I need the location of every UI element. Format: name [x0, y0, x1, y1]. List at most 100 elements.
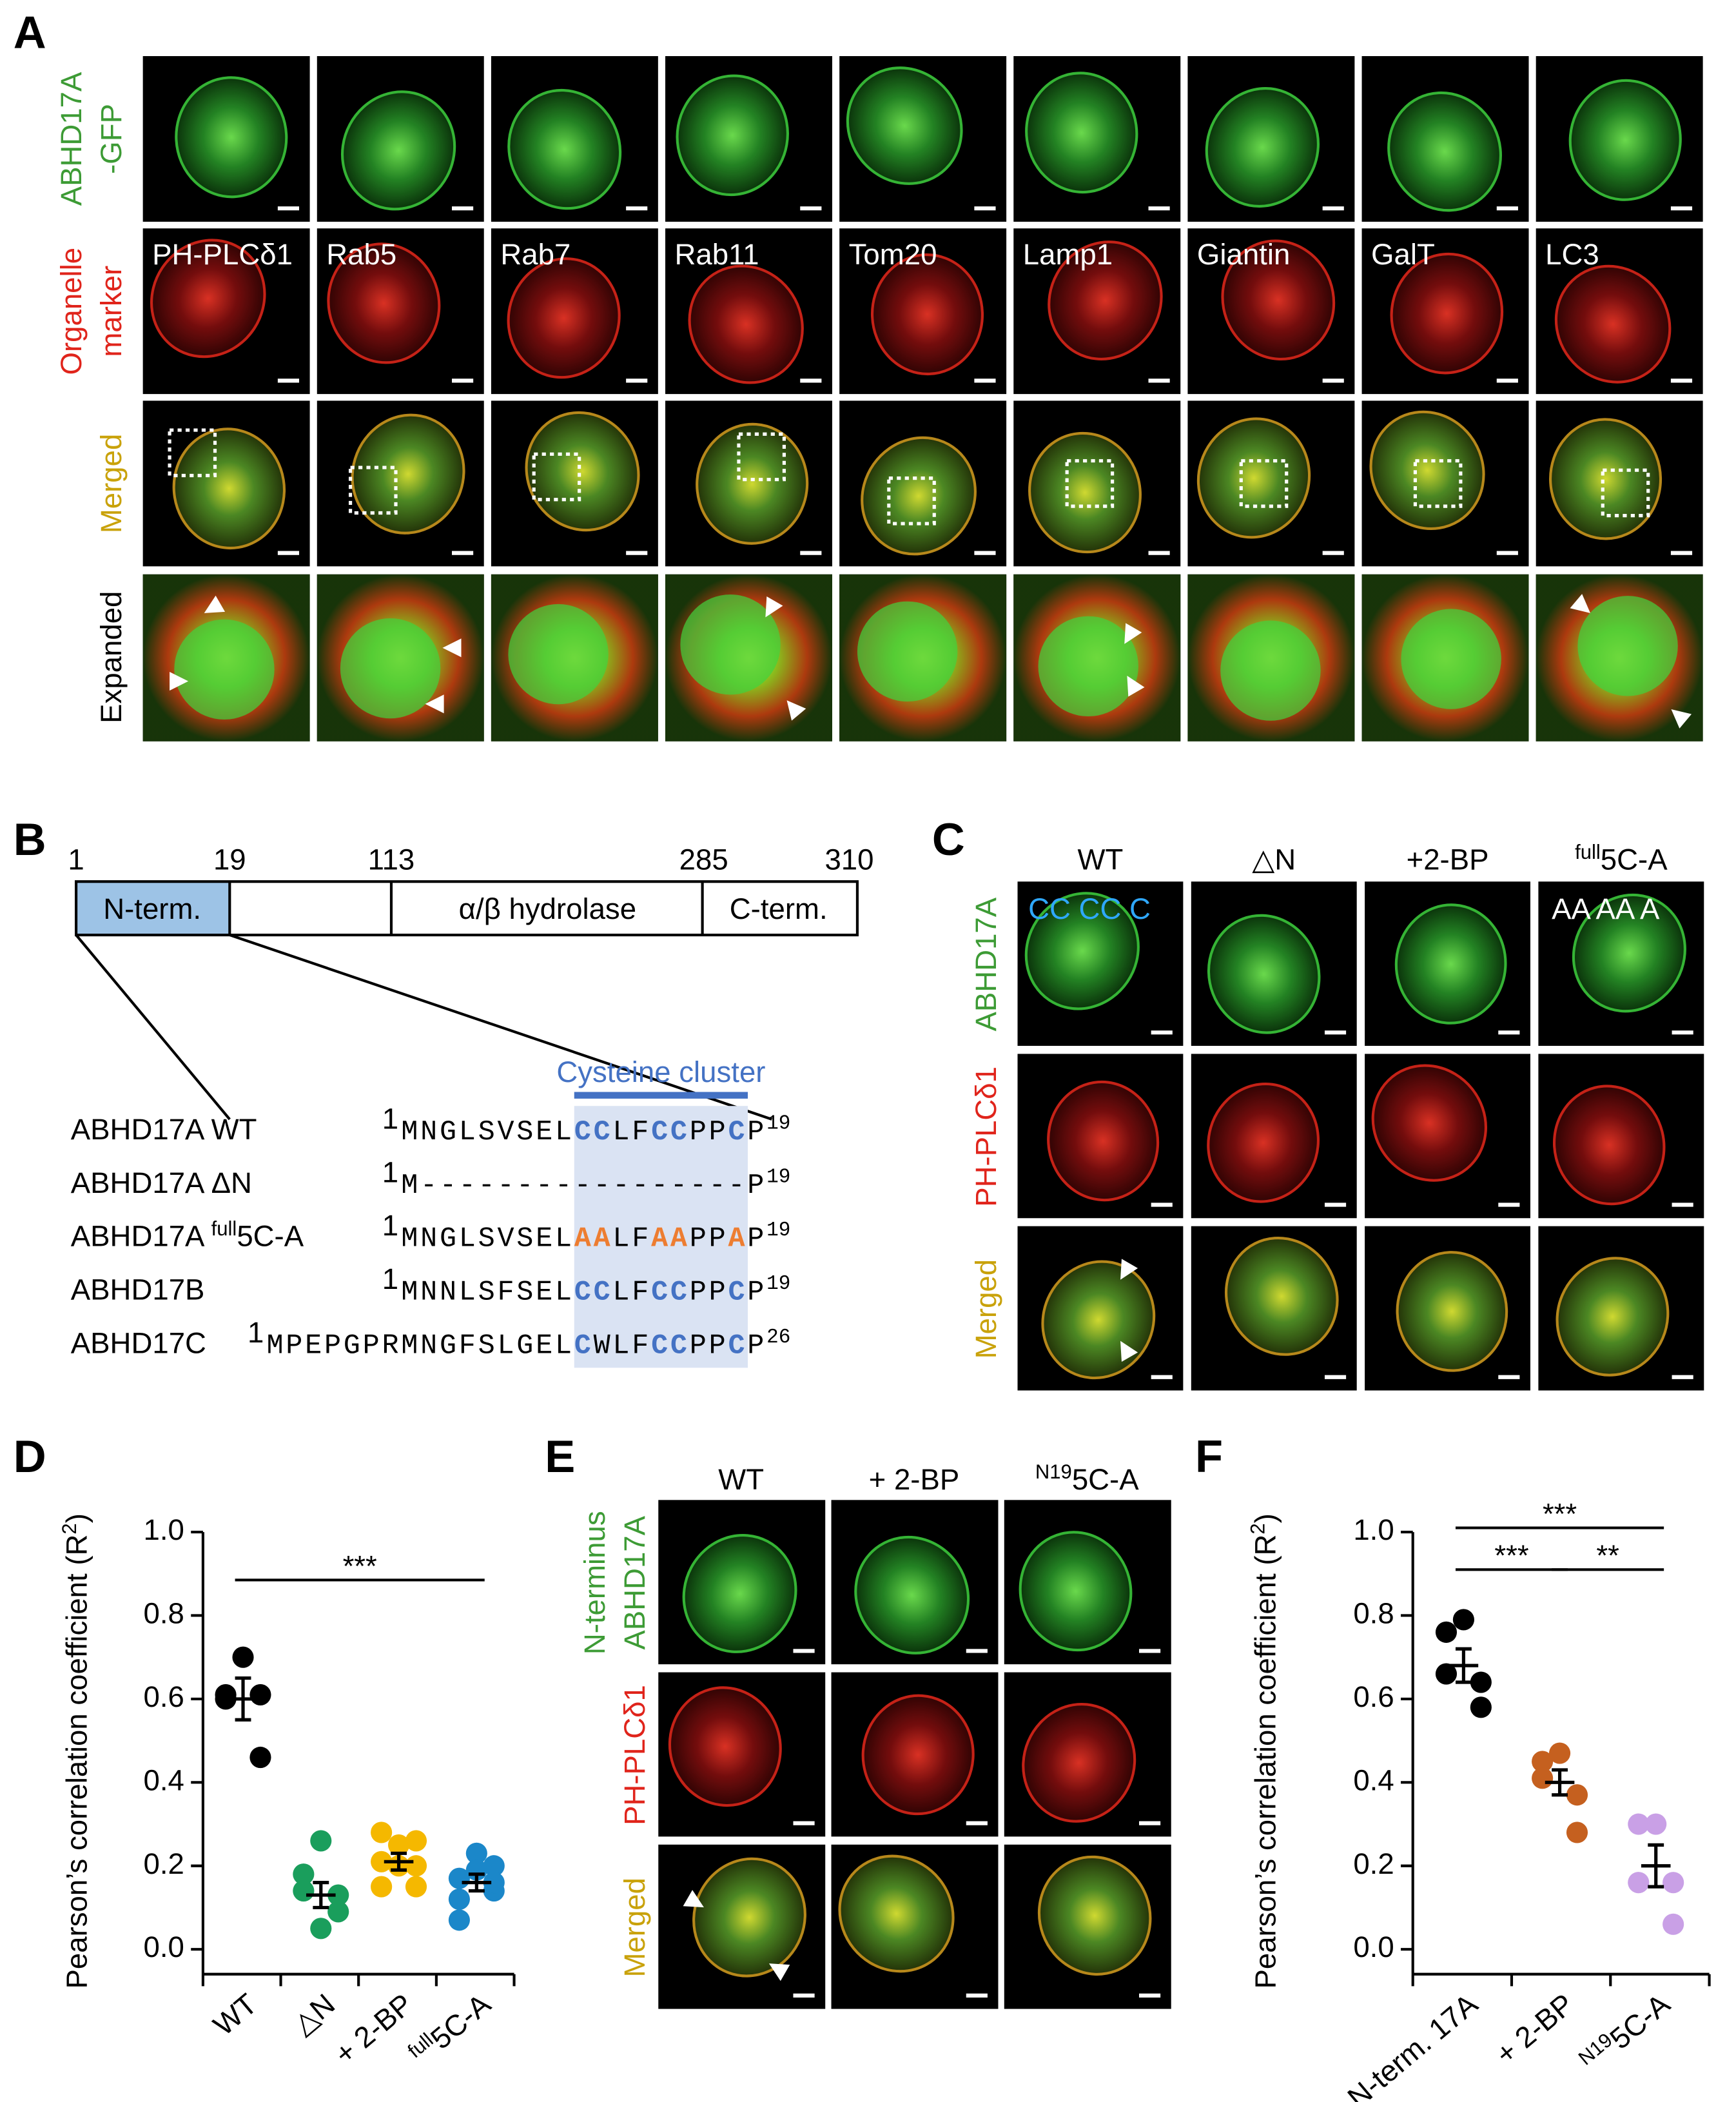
sequence-cluster: CCLFCCPPCP19 — [574, 1112, 791, 1148]
zoom-box — [1239, 459, 1289, 508]
row-label: Organelle — [55, 248, 88, 375]
cell — [1221, 239, 1336, 360]
x-tick-label-part: + 2-BP — [1489, 1987, 1579, 2070]
row-label: Merged — [95, 434, 128, 534]
sequence: MNGLSVSEL — [401, 1224, 574, 1255]
cluster-residues: LF — [612, 1117, 651, 1148]
cell — [327, 242, 441, 364]
cell — [1019, 1531, 1133, 1652]
row-label: N-terminus — [578, 1511, 611, 1655]
y-axis-label-part: Pearson’s correlation coefficient (R — [61, 1535, 93, 1989]
data-point — [327, 1884, 349, 1906]
cell — [1369, 410, 1485, 531]
cluster-label: Cysteine cluster — [556, 1056, 765, 1088]
zoom-box — [168, 428, 217, 478]
y-axis-label-part: 2 — [1247, 1523, 1269, 1534]
sequence-end: 19 — [766, 1166, 790, 1188]
data-point — [293, 1863, 315, 1885]
micrograph-blob — [1401, 609, 1501, 709]
cluster-residues: AA — [574, 1224, 613, 1255]
cell — [1572, 893, 1686, 1013]
y-tick-label: 0.2 — [1353, 1847, 1394, 1880]
marker-label: Rab11 — [675, 238, 759, 271]
sequence: MNNLSFSEL — [401, 1277, 574, 1309]
marker-label: LC3 — [1545, 238, 1599, 271]
data-point — [249, 1684, 271, 1706]
micrograph-blob — [508, 604, 609, 705]
sequence-name-part: ABHD17A ΔN — [71, 1166, 252, 1199]
zoom-box — [348, 466, 398, 515]
zoom-line — [229, 934, 773, 1121]
data-point — [1663, 1913, 1684, 1935]
zoom-line — [75, 934, 231, 1121]
column-header: + 2-BP — [869, 1463, 960, 1496]
cell — [351, 413, 465, 535]
row-label: Merged — [970, 1259, 1002, 1359]
sequence-end-residue: P — [747, 1224, 766, 1255]
y-tick-label: 1.0 — [144, 1513, 184, 1546]
y-axis-label-part: Pearson’s correlation coefficient (R — [1249, 1535, 1282, 1989]
marker-label: Lamp1 — [1023, 238, 1113, 271]
sequence-name-part: ABHD17C — [71, 1326, 206, 1359]
row-label: -GFP — [95, 104, 128, 174]
zoom-box — [532, 452, 581, 502]
residue-number: 310 — [824, 843, 873, 876]
sequence-name-part: 5C-A — [237, 1220, 304, 1253]
cell — [1387, 91, 1502, 212]
data-point — [1628, 1813, 1650, 1835]
zoom-box — [737, 432, 786, 482]
x-tick-label: △N — [286, 1987, 341, 2041]
cell — [1552, 1085, 1666, 1206]
cluster-residues: PP — [690, 1277, 728, 1309]
sequence-end: 19 — [766, 1273, 790, 1295]
column-header-part: △N — [1252, 843, 1296, 876]
data-point — [465, 1842, 487, 1864]
column-header-part: 5C-A — [1072, 1463, 1139, 1496]
marker-label: Tom20 — [849, 238, 937, 271]
cell — [870, 253, 984, 376]
row-label: marker — [95, 266, 128, 357]
sequence-start: 1 — [382, 1262, 398, 1295]
sequence-name-part: ABHD17B — [71, 1273, 205, 1306]
cell — [340, 90, 456, 211]
data-point — [371, 1822, 393, 1843]
column-header-part: WT — [1078, 843, 1124, 876]
n-term-domain — [76, 881, 230, 936]
cell — [682, 1534, 797, 1653]
cluster-residues: PP — [690, 1330, 728, 1362]
data-point — [310, 1918, 332, 1940]
data-point — [1452, 1609, 1474, 1631]
cluster-residues: C — [728, 1117, 747, 1148]
x-tick-label-part: + 2-BP — [328, 1987, 418, 2070]
marker-label: Giantin — [1197, 238, 1290, 271]
sequence-end-residue: P — [747, 1330, 766, 1362]
cell — [1224, 1236, 1339, 1356]
micrograph-blob — [680, 594, 781, 695]
cell — [1037, 1855, 1152, 1976]
zoom-box — [1601, 468, 1650, 518]
cell — [1396, 1251, 1508, 1372]
row-label: PH-PLCδ1 — [970, 1066, 1002, 1207]
data-point — [1566, 1784, 1588, 1806]
cell — [854, 1535, 970, 1655]
column-header-part: +2-BP — [1407, 843, 1489, 876]
zoom-box — [1413, 459, 1463, 508]
arrowhead — [765, 596, 783, 618]
micrograph-blob — [1577, 596, 1678, 696]
cluster-residues: PP — [690, 1117, 728, 1148]
cell — [1394, 903, 1507, 1025]
cell — [1022, 1703, 1136, 1823]
arrowhead — [786, 700, 806, 721]
y-tick-label: 0.4 — [144, 1763, 184, 1796]
x-tick-label-part: N-term. 17A — [1341, 1987, 1484, 2102]
x-tick-label: N195C-A — [1574, 1985, 1677, 2079]
y-tick-label: 0.8 — [144, 1597, 184, 1630]
sequence-name-part: ABHD17A — [71, 1220, 211, 1253]
domain-label: α/β hydrolase — [459, 892, 636, 925]
cluster-residues: CC — [651, 1277, 690, 1309]
cell — [838, 1854, 955, 1973]
cell — [507, 88, 622, 210]
micrograph-blob — [340, 618, 441, 719]
y-tick-label: 0.2 — [144, 1847, 184, 1880]
